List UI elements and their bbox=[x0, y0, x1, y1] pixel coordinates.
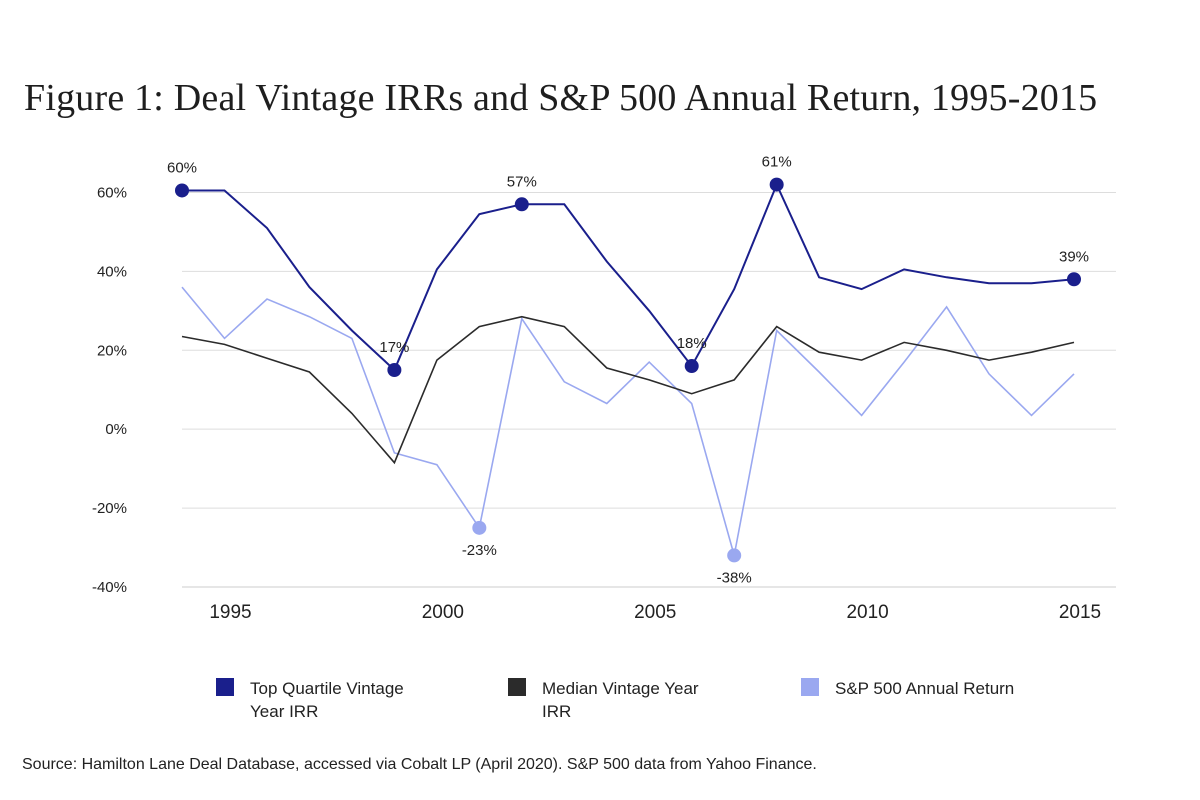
line-chart: 60%40%20%0%-20%-40%1995 2000 2005 2010 2015 … bbox=[92, 154, 1116, 623]
grid-layer bbox=[182, 191, 1116, 588]
legend-swatch-top-quartile bbox=[216, 678, 234, 696]
legend-swatch-sp500 bbox=[801, 678, 819, 696]
series-line-median bbox=[181, 315, 1075, 465]
axis-layer: 60% 40% 20% 0% -20% -40% 1995 2000 2005 2010 2015 bbox=[92, 184, 1101, 623]
data-label-sp: -38% bbox=[717, 569, 752, 586]
x-tick-label: 2010 bbox=[846, 602, 888, 623]
y-tick-label: 0% bbox=[105, 421, 127, 438]
data-point-top bbox=[769, 177, 784, 192]
x-tick-label: 2015 bbox=[1059, 602, 1101, 623]
data-point-top bbox=[514, 197, 529, 212]
series-line-sp bbox=[181, 286, 1075, 556]
data-point-top bbox=[387, 363, 402, 377]
data-point-sp bbox=[727, 548, 742, 563]
legend-item-sp500: S&P 500 Annual Return bbox=[801, 677, 1025, 700]
data-label-top: 61% bbox=[762, 154, 792, 171]
legend-label-top-quartile: Top Quartile Vintage Year IRR bbox=[250, 679, 404, 721]
data-label-top: 39% bbox=[1059, 248, 1089, 265]
legend-item-top-quartile: Top Quartile Vintage Year IRR bbox=[216, 677, 440, 723]
x-tick-label: 2000 bbox=[422, 602, 464, 623]
data-label-top: 57% bbox=[507, 173, 537, 190]
legend-swatch-median bbox=[508, 678, 526, 696]
y-tick-label: -20% bbox=[92, 500, 127, 517]
source-note: Source: Hamilton Lane Deal Database, acc… bbox=[22, 756, 817, 773]
legend-label-median: Median Vintage Year IRR bbox=[542, 679, 699, 721]
data-point-top bbox=[684, 359, 699, 374]
legend-label-sp500: S&P 500 Annual Return bbox=[835, 679, 1015, 698]
chart-title: Figure 1: Deal Vintage IRRs and S&P 500 … bbox=[24, 77, 1098, 119]
x-tick-label: 1995 bbox=[209, 602, 251, 623]
data-label-top: 60% bbox=[167, 159, 197, 176]
y-tick-label: 40% bbox=[97, 263, 127, 280]
data-label-top: 17% bbox=[379, 339, 409, 356]
series-layer bbox=[181, 182, 1075, 556]
legend-item-median: Median Vintage Year IRR bbox=[508, 677, 732, 723]
data-point-top bbox=[175, 183, 189, 198]
label-layer: -23% -38% 60% 17% 57% 18% 61% 39% bbox=[167, 154, 1089, 587]
y-tick-label: 60% bbox=[97, 184, 127, 201]
data-label-top: 18% bbox=[677, 335, 707, 352]
x-tick-label: 2005 bbox=[634, 602, 676, 623]
series-line-top bbox=[182, 182, 1075, 372]
data-point-sp bbox=[472, 520, 487, 535]
data-point-top bbox=[1067, 272, 1081, 287]
y-tick-label: -40% bbox=[92, 579, 127, 596]
y-tick-label: 20% bbox=[97, 342, 127, 359]
data-label-sp: -23% bbox=[462, 542, 497, 559]
